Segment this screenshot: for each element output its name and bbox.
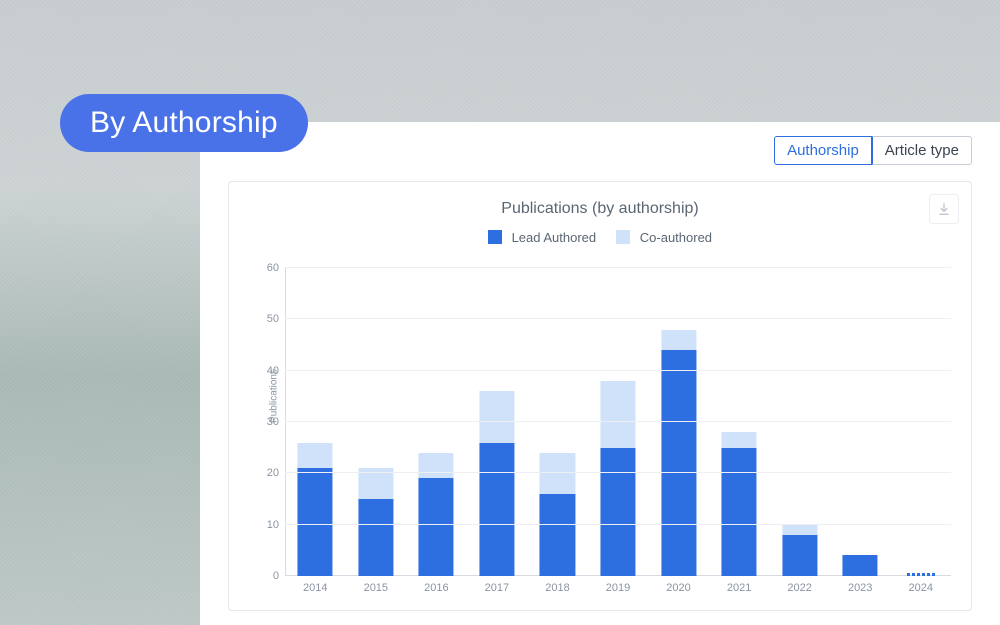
bar-segment-co (540, 453, 575, 494)
bar-column: 2014 (285, 268, 346, 576)
legend-item-lead: Lead Authored (488, 230, 596, 245)
bar-segment-lead (722, 448, 757, 576)
legend-item-co: Co-authored (616, 230, 712, 245)
bar-segment-lead (540, 494, 575, 576)
bar-segment-lead (782, 535, 817, 576)
legend-label-co: Co-authored (640, 230, 712, 245)
bar-column: 2015 (346, 268, 407, 576)
bar-stack[interactable] (661, 330, 696, 576)
y-tick: 40 (267, 365, 279, 377)
bar-column: 2024 (890, 268, 951, 576)
bar-column: 2019 (588, 268, 649, 576)
chart-title: Publications (by authorship) (249, 200, 951, 218)
y-tick: 60 (267, 262, 279, 274)
y-tick: 0 (273, 570, 279, 582)
chart-card: Publications (by authorship) Lead Author… (228, 181, 972, 611)
bar-stack[interactable] (419, 453, 454, 576)
x-tick: 2018 (545, 582, 569, 594)
gridline (285, 318, 951, 319)
bar-stack[interactable] (722, 432, 757, 576)
bar-column: 2016 (406, 268, 467, 576)
tab-article-type[interactable]: Article type (872, 136, 972, 165)
y-tick: 20 (267, 467, 279, 479)
y-tick: 10 (267, 519, 279, 531)
x-tick: 2017 (485, 582, 509, 594)
bar-segment-lead (358, 499, 393, 576)
bar-segment-lead (600, 448, 635, 576)
x-tick: 2023 (848, 582, 872, 594)
gridline (285, 472, 951, 473)
x-tick: 2015 (364, 582, 388, 594)
bar-segment-lead (661, 350, 696, 576)
bar-segment-lead (479, 443, 514, 576)
bar-stack[interactable] (358, 468, 393, 576)
legend-swatch-co (616, 230, 630, 244)
bar-stack[interactable] (600, 381, 635, 576)
bar-column: 2021 (709, 268, 770, 576)
bar-segment-co (661, 330, 696, 351)
legend-swatch-lead (488, 230, 502, 244)
bar-column: 2022 (769, 268, 830, 576)
bar-stack[interactable] (479, 391, 514, 576)
gridline (285, 267, 951, 268)
download-button[interactable] (929, 194, 959, 224)
bar-segment-co (479, 391, 514, 442)
y-tick: 30 (267, 416, 279, 428)
x-tick: 2022 (787, 582, 811, 594)
bar-segment-co (600, 381, 635, 448)
x-tick: 2019 (606, 582, 630, 594)
bar-stack[interactable] (540, 453, 575, 576)
future-year-marker (907, 573, 935, 576)
bar-segment-lead (419, 478, 454, 576)
chart-panel: Authorship Article type Publications (by… (200, 122, 1000, 625)
tab-authorship[interactable]: Authorship (774, 136, 872, 165)
bar-column: 2023 (830, 268, 891, 576)
bars-container: 2014201520162017201820192020202120222023… (285, 268, 951, 576)
bar-stack[interactable] (298, 443, 333, 576)
view-tabs: Authorship Article type (228, 136, 972, 165)
y-axis-label: Publications (268, 369, 279, 423)
x-tick: 2016 (424, 582, 448, 594)
bar-stack[interactable] (782, 525, 817, 576)
bar-segment-co (722, 432, 757, 447)
gridline (285, 421, 951, 422)
bar-column: 2020 (648, 268, 709, 576)
bar-column: 2017 (467, 268, 528, 576)
x-tick: 2020 (666, 582, 690, 594)
gridline (285, 370, 951, 371)
y-tick: 50 (267, 313, 279, 325)
gridline (285, 524, 951, 525)
download-icon (937, 202, 951, 216)
legend-label-lead: Lead Authored (512, 230, 597, 245)
x-tick: 2021 (727, 582, 751, 594)
section-pill: By Authorship (60, 94, 308, 152)
plot-area: 2014201520162017201820192020202120222023… (285, 268, 951, 576)
bar-segment-co (419, 453, 454, 479)
chart-legend: Lead Authored Co-authored (249, 230, 951, 245)
x-tick: 2024 (908, 582, 932, 594)
x-tick: 2014 (303, 582, 327, 594)
bar-segment-co (298, 443, 333, 469)
bar-stack[interactable] (843, 555, 878, 576)
bar-segment-lead (298, 468, 333, 576)
bar-segment-lead (843, 555, 878, 576)
bar-segment-co (782, 525, 817, 535)
bar-column: 2018 (527, 268, 588, 576)
